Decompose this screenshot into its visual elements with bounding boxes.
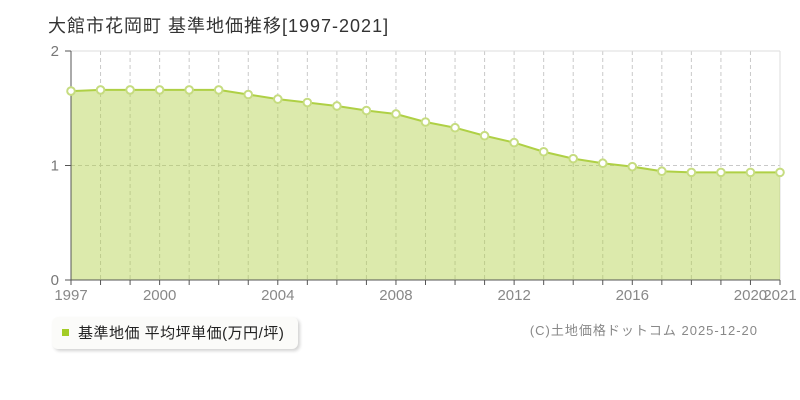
y-tick-label: 2: [51, 43, 59, 60]
data-point-2012: [509, 137, 519, 148]
data-point-2016: [627, 161, 638, 172]
x-tick-label: 2016: [616, 287, 649, 304]
x-tick-label: 2021: [763, 287, 796, 304]
copyright-text: (C)土地価格ドットコム 2025-12-20: [529, 323, 758, 338]
data-point-2014: [568, 153, 579, 164]
price-area: [71, 89, 780, 281]
data-point-2000: [154, 85, 165, 95]
data-point-2009: [420, 117, 431, 127]
data-point-2002: [213, 85, 224, 95]
x-tick-label: 2000: [143, 287, 176, 304]
data-point-2003: [243, 89, 254, 100]
data-point-2006: [332, 101, 342, 111]
x-tick-label: 1997: [54, 287, 87, 304]
data-point-1999: [125, 85, 135, 95]
data-point-1998: [95, 85, 106, 95]
data-point-1997: [66, 86, 76, 96]
data-point-2013: [538, 146, 549, 157]
data-point-2017: [657, 166, 667, 177]
data-point-2011: [479, 130, 490, 141]
y-tick-label: 0: [51, 272, 59, 289]
x-tick-label: 2012: [497, 287, 530, 304]
data-point-2010: [450, 122, 460, 133]
data-point-2004: [272, 94, 283, 104]
data-point-2001: [184, 85, 194, 95]
data-point-2020: [745, 167, 756, 178]
legend-label: 基準地価 平均坪単価(万円/坪): [78, 325, 285, 342]
page-title: 大館市花岡町 基準地価推移[1997-2021]: [48, 16, 390, 36]
legend-marker-icon: [62, 329, 69, 336]
data-point-2008: [391, 109, 401, 119]
data-point-2021: [775, 167, 785, 178]
y-tick-label: 1: [51, 158, 59, 175]
data-point-2015: [597, 158, 608, 169]
x-tick-label: 2008: [379, 287, 412, 304]
x-tick-label: 2004: [261, 287, 294, 304]
data-point-2005: [302, 97, 313, 108]
legend: 基準地価 平均坪単価(万円/坪): [52, 317, 299, 349]
data-point-2019: [716, 167, 726, 178]
data-point-2007: [361, 105, 372, 116]
x-tick-label: 2020: [734, 287, 767, 304]
data-point-2018: [686, 167, 697, 178]
